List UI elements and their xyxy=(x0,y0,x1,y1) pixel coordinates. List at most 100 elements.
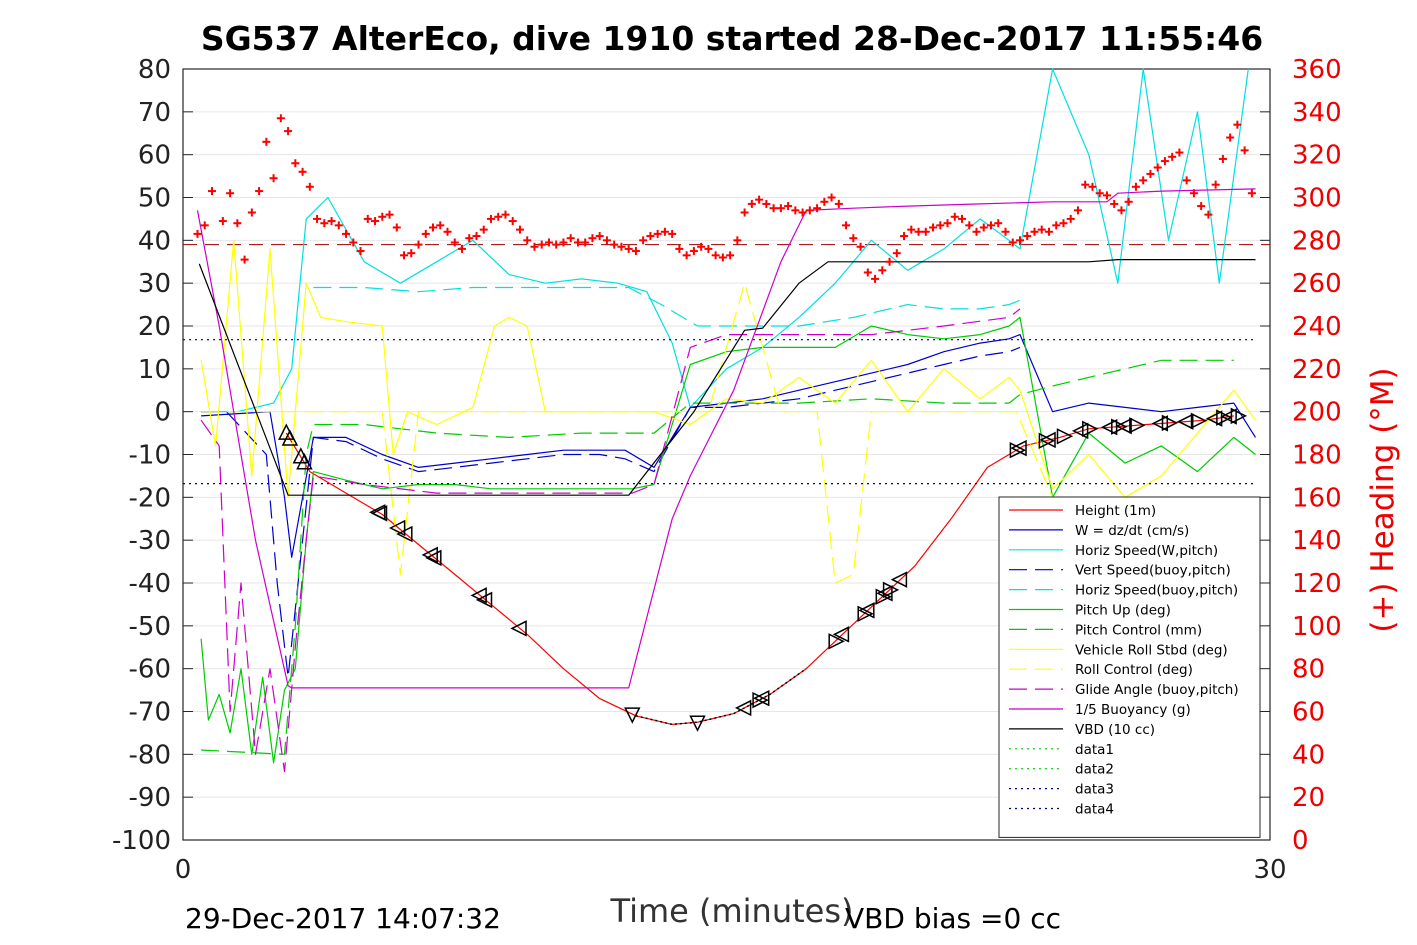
triangle-marker xyxy=(1010,439,1027,457)
heading-point xyxy=(378,212,387,221)
y-tick-left-label: -20 xyxy=(129,483,171,513)
triangle-marker xyxy=(388,519,406,537)
triangle-marker xyxy=(890,571,908,588)
heading-point xyxy=(486,214,495,223)
y-tick-left-label: -30 xyxy=(129,526,171,556)
y-tick-left-label: 70 xyxy=(138,98,171,128)
triangle-marker xyxy=(1039,431,1056,449)
heading-point xyxy=(784,202,793,211)
heading-point xyxy=(776,204,785,213)
triangle-marker xyxy=(370,505,388,522)
heading-point xyxy=(668,229,677,238)
heading-point xyxy=(1066,214,1075,223)
triangle-marker xyxy=(1082,420,1099,438)
y-tick-left-label: -10 xyxy=(129,441,171,471)
x-tick-label: 0 xyxy=(175,855,192,885)
legend-label-horiz_w: Horiz Speed(W,pitch) xyxy=(1075,543,1218,559)
triangle-marker xyxy=(857,605,874,623)
y-tick-right-label: 120 xyxy=(1292,569,1342,599)
heading-point xyxy=(443,227,452,236)
heading-point xyxy=(718,253,727,262)
heading-point xyxy=(1081,180,1090,189)
legend-label-vert_buoy: Vert Speed(buoy,pitch) xyxy=(1075,563,1231,579)
heading-point xyxy=(994,219,1003,228)
triangle-marker xyxy=(734,699,752,717)
y-tick-right-label: 240 xyxy=(1292,312,1342,342)
heading-point xyxy=(972,227,981,236)
heading-point xyxy=(943,219,952,228)
triangle-marker xyxy=(1216,409,1233,426)
triangle-marker xyxy=(425,549,442,567)
heading-point xyxy=(871,274,880,283)
heading-point xyxy=(479,225,488,234)
heading-point xyxy=(1001,227,1010,236)
legend-label-height: Height (1m) xyxy=(1075,503,1156,519)
heading-point xyxy=(813,204,822,213)
heading-point xyxy=(356,247,365,256)
chart-title: SG537 AlterEco, dive 1910 started 28-Dec… xyxy=(201,19,1263,58)
triangle-marker xyxy=(1205,410,1223,427)
heading-point xyxy=(733,236,742,245)
triangle-marker xyxy=(1161,414,1179,432)
heading-point xyxy=(544,238,553,247)
heading-point xyxy=(965,221,974,230)
heading-point xyxy=(740,208,749,217)
triangle-marker xyxy=(1190,412,1208,430)
heading-point xyxy=(284,127,293,136)
heading-point xyxy=(827,193,836,202)
heading-point xyxy=(1233,120,1242,129)
heading-point xyxy=(421,229,430,238)
triangle-marker xyxy=(858,602,875,619)
triangle-marker xyxy=(1009,441,1027,459)
heading-point xyxy=(240,255,249,264)
heading-point xyxy=(1189,189,1198,198)
footer-timestamp: 29-Dec-2017 14:07:32 xyxy=(185,902,501,935)
triangle-marker xyxy=(1100,418,1118,436)
legend-box xyxy=(998,496,1261,838)
heading-point xyxy=(1146,169,1155,178)
triangle-marker xyxy=(510,620,527,637)
legend-label-horiz_buoy: Horiz Speed(buoy,pitch) xyxy=(1075,583,1238,599)
y-tick-left-label: 20 xyxy=(138,312,171,342)
heading-point xyxy=(624,244,633,253)
y-tick-right-label: 180 xyxy=(1292,441,1342,471)
triangle-marker xyxy=(1230,407,1248,425)
heading-point xyxy=(1008,238,1017,247)
triangle-marker xyxy=(396,525,413,543)
heading-point xyxy=(755,195,764,204)
heading-point xyxy=(1023,232,1032,241)
triangle-marker xyxy=(1071,422,1089,440)
series-line-horiz_buoy xyxy=(313,286,1021,327)
y-tick-right-label: 40 xyxy=(1292,740,1325,770)
heading-point xyxy=(791,206,800,215)
heading-point xyxy=(617,242,626,251)
heading-point xyxy=(1197,202,1206,211)
heading-point xyxy=(1153,163,1162,172)
heading-point xyxy=(805,206,814,215)
series-line-pitch_ctrl xyxy=(201,359,1234,755)
series-line-vbd xyxy=(198,259,1256,496)
y-tick-left-label: -60 xyxy=(129,655,171,685)
heading-point xyxy=(1073,206,1082,215)
triangle-marker xyxy=(882,581,900,599)
y-tick-right-label: 20 xyxy=(1292,783,1325,813)
y-tick-right-label: 200 xyxy=(1292,398,1342,428)
triangle-marker xyxy=(689,715,706,732)
heading-point xyxy=(1110,199,1119,208)
heading-point xyxy=(207,187,216,196)
y-tick-right-label: 280 xyxy=(1292,226,1342,256)
heading-point xyxy=(385,210,394,219)
legend-label-data2: data2 xyxy=(1075,762,1114,778)
heading-point xyxy=(407,249,416,258)
heading-point xyxy=(1059,219,1068,228)
legend-label-roll_ctrl: Roll Control (deg) xyxy=(1075,662,1193,678)
heading-point xyxy=(863,268,872,277)
heading-point xyxy=(929,223,938,232)
triangle-marker xyxy=(752,691,769,709)
heading-point xyxy=(595,232,604,241)
heading-point xyxy=(653,229,662,238)
heading-point xyxy=(588,234,597,243)
heading-point xyxy=(1102,191,1111,200)
legend-label-glide: Glide Angle (buoy,pitch) xyxy=(1075,682,1239,698)
triangle-marker xyxy=(1056,428,1074,445)
